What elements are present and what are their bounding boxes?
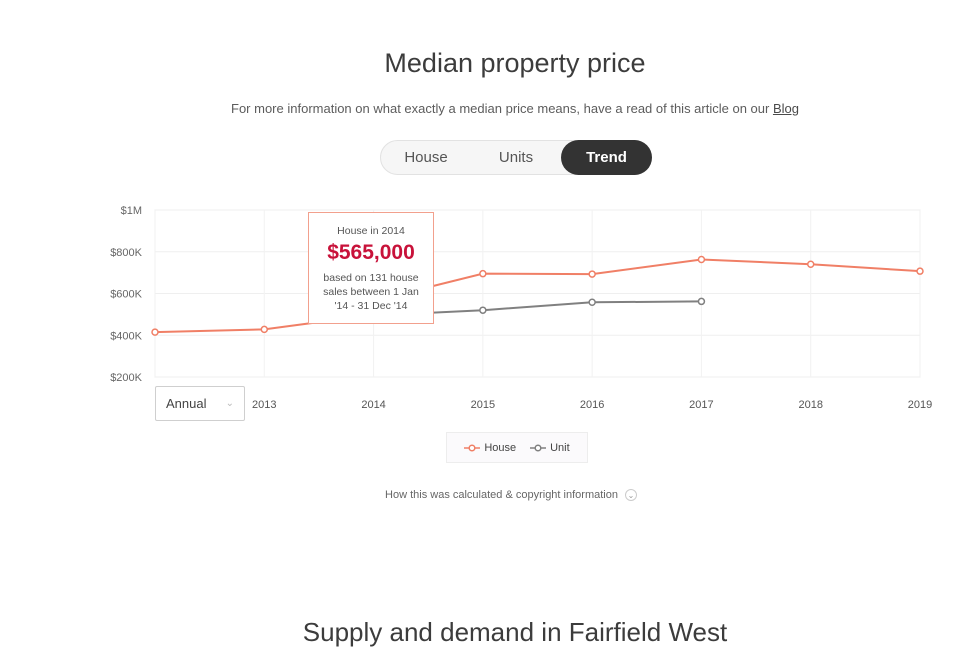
calculation-info-text: How this was calculated & copyright info… <box>385 489 618 501</box>
house-series-icon <box>464 443 481 452</box>
house-data-point <box>151 328 159 336</box>
property-type-tabs: House Units Trend <box>380 140 652 175</box>
house-data-point <box>806 260 815 269</box>
x-tick-label: 2014 <box>361 399 385 411</box>
y-tick-label: $1M <box>121 205 142 217</box>
unit-data-point <box>588 298 596 307</box>
unit-data-point <box>479 306 487 314</box>
y-tick-label: $800K <box>110 247 142 259</box>
unit-data-point <box>697 297 706 306</box>
tab-house[interactable]: House <box>404 149 448 166</box>
x-tick-label: 2015 <box>471 399 495 411</box>
period-select[interactable]: Annual ⌄ <box>155 386 245 421</box>
y-tick-label: $400K <box>110 330 142 342</box>
y-tick-label: $200K <box>110 372 142 384</box>
legend-label-unit: Unit <box>550 441 570 454</box>
x-tick-label: 2016 <box>580 399 604 411</box>
tooltip-header: House in 2014 <box>337 225 405 237</box>
y-tick-label: $600K <box>110 289 142 301</box>
unit-series-icon <box>530 443 547 452</box>
period-select-value: Annual <box>166 396 207 411</box>
section-title-supply-demand: Supply and demand in Fairfield West <box>302 617 728 647</box>
blog-link[interactable]: Blog <box>772 101 799 116</box>
tooltip-price: $565,000 <box>327 241 415 264</box>
calculation-info-link[interactable]: How this was calculated & copyright info… <box>0 489 975 501</box>
chevron-down-icon: ⌄ <box>624 489 637 501</box>
tooltip-note: based on 131 house sales between 1 Jan '… <box>323 272 419 312</box>
legend-item-unit[interactable]: Unit <box>530 442 570 454</box>
legend-label-house: House <box>484 441 517 454</box>
chart-legend: House Unit <box>446 432 588 463</box>
house-data-point <box>588 270 596 278</box>
house-data-point <box>479 269 487 278</box>
x-tick-label: 2017 <box>689 399 713 411</box>
tab-trend[interactable]: Trend <box>561 140 652 175</box>
chart-tooltip: House in 2014 $565,000 based on 131 hous… <box>308 212 434 324</box>
house-series-line <box>154 258 921 334</box>
legend-item-house[interactable]: House <box>464 442 516 454</box>
page-subtitle: For more information on what exactly a m… <box>0 101 975 116</box>
tab-units[interactable]: Units <box>498 149 534 166</box>
subtitle-text: For more information on what exactly a m… <box>231 101 773 116</box>
x-tick-label: 2019 <box>908 399 932 411</box>
house-data-point <box>697 255 706 264</box>
median-price-chart: $1M $800K $600K $400K $200K 2013 2014 2015 2016 2… <box>110 205 932 411</box>
house-data-point <box>916 267 924 275</box>
page-title: Median property price <box>384 48 646 78</box>
chevron-down-icon: ⌄ <box>225 398 234 409</box>
x-tick-label: 2013 <box>252 399 276 411</box>
x-tick-label: 2018 <box>798 399 822 411</box>
house-data-point <box>260 325 269 334</box>
